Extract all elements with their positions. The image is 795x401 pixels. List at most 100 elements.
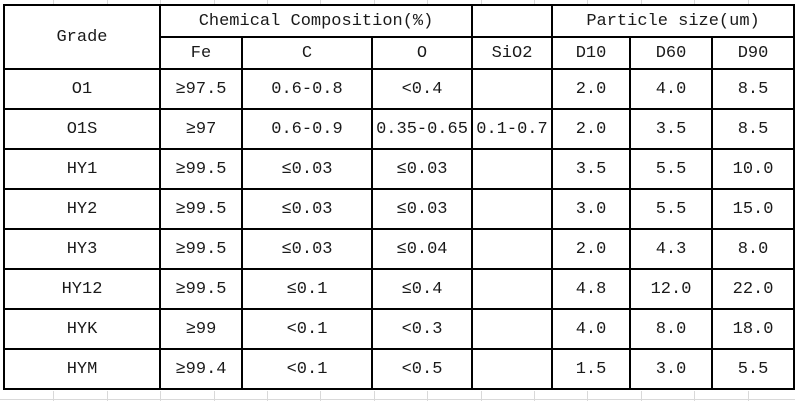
cell-fe: ≥99.5 [159, 228, 243, 270]
col-group-chemical-composition: Chemical Composition(%) [158, 4, 474, 38]
excel-gridline [427, 391, 428, 401]
cell-o: <0.5 [370, 348, 474, 390]
cell-d90: 10.0 [711, 148, 795, 190]
excel-gridline [320, 391, 321, 401]
excel-gridline [481, 391, 482, 401]
cell-fe: ≥99 [159, 308, 243, 350]
cell-d10: 3.5 [551, 148, 632, 190]
cell-d10: 4.0 [551, 308, 632, 350]
row-header-grade: HY2 [3, 188, 161, 230]
cell-d10: 2.0 [551, 68, 632, 110]
table-row: HY12 ≥99.5 ≤0.1 ≤0.4 4.8 12.0 22.0 [3, 268, 795, 310]
chemical-composition-table: Grade Chemical Composition(%) Particle s… [3, 4, 795, 390]
cell-sio2 [471, 228, 554, 270]
cell-o: ≤0.4 [370, 268, 474, 310]
header-row-subcolumns: Fe C O SiO2 D10 D60 D90 [4, 36, 795, 70]
cell-c: <0.1 [241, 348, 373, 390]
excel-gridline [374, 391, 375, 401]
col-header-fe: Fe [159, 36, 243, 70]
excel-gridline [694, 391, 695, 401]
cell-d90: 5.5 [711, 348, 795, 390]
table-row: O1 ≥97.5 0.6-0.8 <0.4 2.0 4.0 8.5 [3, 68, 795, 110]
cell-d10: 2.0 [551, 108, 632, 150]
excel-gridline [160, 391, 161, 401]
table-header: Grade Chemical Composition(%) Particle s… [3, 4, 795, 70]
cell-sio2 [471, 148, 554, 190]
cell-sio2 [471, 308, 554, 350]
cell-d60: 4.0 [629, 68, 714, 110]
cell-o: ≤0.04 [370, 228, 474, 270]
cell-fe: ≥97.5 [159, 68, 243, 110]
table-row: HY1 ≥99.5 ≤0.03 ≤0.03 3.5 5.5 10.0 [3, 148, 795, 190]
cell-o: <0.3 [370, 308, 474, 350]
cell-c: ≤0.03 [241, 228, 373, 270]
excel-gridline [587, 391, 588, 401]
col-header-o: O [370, 36, 474, 70]
cell-sio2 [471, 348, 554, 390]
excel-gridline [267, 391, 268, 401]
row-header-grade: O1 [3, 68, 161, 110]
excel-gridline [748, 391, 749, 401]
cell-d10: 2.0 [551, 228, 632, 270]
cell-d60: 3.5 [629, 108, 714, 150]
excel-gridline [214, 391, 215, 401]
cell-d60: 4.3 [629, 228, 714, 270]
cell-c: ≤0.1 [241, 268, 373, 310]
cell-o: ≤0.03 [370, 188, 474, 230]
cell-o: <0.4 [370, 68, 474, 110]
cell-d60: 8.0 [629, 308, 714, 350]
col-header-sio2: SiO2 [471, 36, 554, 70]
table-row: HYK ≥99 <0.1 <0.3 4.0 8.0 18.0 [3, 308, 795, 350]
cell-d90: 15.0 [711, 188, 795, 230]
cell-d90: 8.5 [711, 108, 795, 150]
col-group-particle-size: Particle size(um) [551, 4, 795, 38]
cell-c: ≤0.03 [241, 188, 373, 230]
cell-c: ≤0.03 [241, 148, 373, 190]
row-header-grade: HY3 [3, 228, 161, 270]
cell-fe: ≥99.5 [159, 268, 243, 310]
cell-d10: 3.0 [551, 188, 632, 230]
cell-c: 0.6-0.8 [241, 68, 373, 110]
row-header-grade: HYK [3, 308, 161, 350]
table-row: HYM ≥99.4 <0.1 <0.5 1.5 3.0 5.5 [3, 348, 795, 390]
row-header-grade: HY12 [3, 268, 161, 310]
cell-sio2 [471, 68, 554, 110]
col-header-d60: D60 [629, 36, 714, 70]
cell-d90: 8.0 [711, 228, 795, 270]
cell-sio2 [471, 268, 554, 310]
cell-d60: 5.5 [629, 148, 714, 190]
cell-d60: 12.0 [629, 268, 714, 310]
col-group-empty [471, 4, 554, 38]
cell-d10: 1.5 [551, 348, 632, 390]
cell-sio2 [471, 188, 554, 230]
col-header-d10: D10 [551, 36, 632, 70]
row-header-grade: HYM [3, 348, 161, 390]
cell-fe: ≥99.4 [159, 348, 243, 390]
cell-o: ≤0.03 [370, 148, 474, 190]
col-header-grade: Grade [3, 4, 161, 70]
excel-gridline [534, 391, 535, 401]
table-body: O1 ≥97.5 0.6-0.8 <0.4 2.0 4.0 8.5 O1S ≥97 0.6-0.9… [3, 68, 795, 390]
cell-c: 0.6-0.9 [241, 108, 373, 150]
cell-fe: ≥99.5 [159, 148, 243, 190]
cell-d90: 22.0 [711, 268, 795, 310]
excel-gridline [0, 399, 795, 400]
cell-sio2: 0.1-0.7 [471, 108, 554, 150]
table-row: HY3 ≥99.5 ≤0.03 ≤0.04 2.0 4.3 8.0 [3, 228, 795, 270]
cell-d60: 5.5 [629, 188, 714, 230]
cell-d10: 4.8 [551, 268, 632, 310]
table-row: O1S ≥97 0.6-0.9 0.35-0.65 0.1-0.7 2.0 3.5 8.5 [3, 108, 795, 150]
row-header-grade: HY1 [3, 148, 161, 190]
excel-gridline [107, 391, 108, 401]
cell-fe: ≥99.5 [159, 188, 243, 230]
table-row: HY2 ≥99.5 ≤0.03 ≤0.03 3.0 5.5 15.0 [3, 188, 795, 230]
cell-c: <0.1 [241, 308, 373, 350]
cell-fe: ≥97 [159, 108, 243, 150]
row-header-grade: O1S [3, 108, 161, 150]
col-header-c: C [241, 36, 373, 70]
cell-d90: 18.0 [711, 308, 795, 350]
excel-gridline [641, 391, 642, 401]
col-header-d90: D90 [711, 36, 795, 70]
header-row-groups: Grade Chemical Composition(%) Particle s… [3, 4, 795, 70]
